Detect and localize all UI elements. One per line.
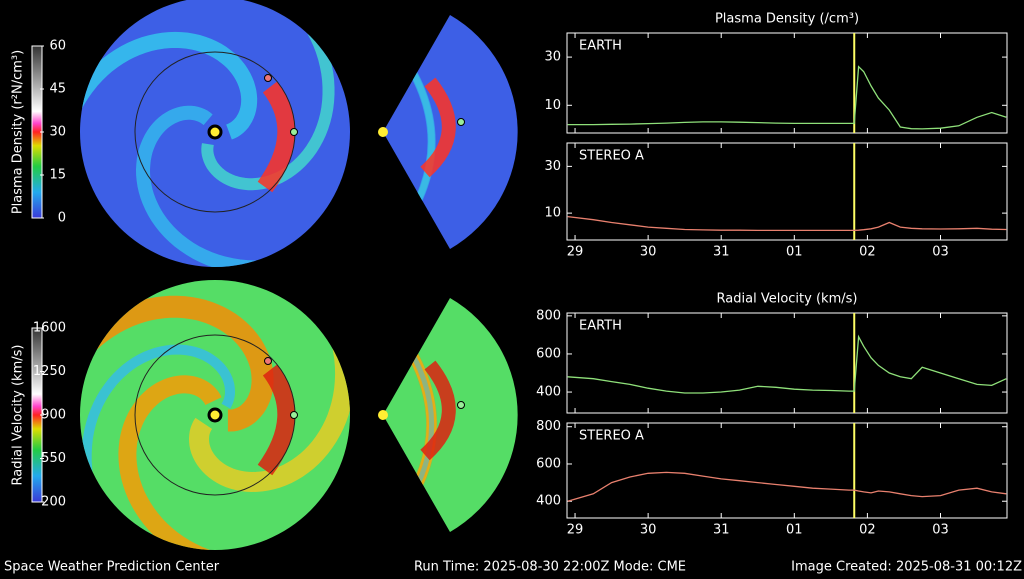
sun: [378, 127, 388, 137]
cme-front: [257, 81, 296, 193]
y-tick-label: 30: [544, 159, 561, 174]
earth: [457, 118, 465, 126]
colorbar-tick-label: 1600: [33, 321, 66, 336]
x-tick-label: 30: [640, 523, 657, 538]
x-tick-label: 29: [567, 523, 584, 538]
colorbar-tick-label: 550: [41, 451, 66, 466]
x-tick-label: 02: [859, 523, 876, 538]
series-line: [567, 471, 1007, 502]
colorbar-tick-label: 45: [49, 82, 66, 97]
spiral-arm: [182, 0, 335, 191]
x-tick-label: 29: [567, 245, 584, 260]
spiral-arm: [80, 31, 258, 254]
y-tick-label: 10: [544, 206, 561, 221]
y-tick-label: 30: [544, 50, 561, 65]
cme-front: [420, 77, 456, 178]
earth: [290, 411, 298, 419]
x-tick-label: 03: [932, 523, 949, 538]
earth: [290, 128, 298, 136]
x-tick-label: 31: [713, 523, 730, 538]
sun: [378, 410, 388, 420]
x-tick-label: 30: [640, 245, 657, 260]
y-tick-label: 10: [544, 98, 561, 113]
y-tick-label: 400: [536, 385, 561, 400]
cme-front: [420, 360, 456, 461]
spiral-arm: [118, 375, 350, 550]
series-label: STEREO A: [579, 149, 644, 164]
series-line: [567, 334, 1007, 394]
plot-frame: [566, 312, 1008, 414]
colorbar-label: Radial Velocity (km/s): [11, 345, 26, 486]
y-tick-label: 600: [536, 346, 561, 361]
colorbar-tick-label: 1250: [33, 364, 66, 379]
colorbar-tick-label: 15: [49, 168, 66, 183]
earth: [457, 401, 465, 409]
x-tick-label: 31: [713, 245, 730, 260]
spiral-arm: [80, 295, 274, 471]
colorbar-tick-label: 900: [41, 408, 66, 423]
x-tick-label: 01: [786, 245, 803, 260]
y-tick-label: 800: [536, 308, 561, 323]
series-label: EARTH: [579, 39, 622, 54]
cme-front: [257, 364, 296, 476]
colorbar-tick-label: 30: [49, 125, 66, 140]
footer-center: Run Time: 2025-08-30 22:00Z Mode: CME: [414, 560, 686, 575]
x-tick-label: 02: [859, 245, 876, 260]
y-tick-label: 600: [536, 456, 561, 471]
plot-frame: [566, 142, 1008, 241]
series-label: EARTH: [579, 319, 622, 334]
colorbar-label: Plasma Density (r²N/cm³): [11, 50, 26, 214]
footer-right: Image Created: 2025-08-31 00:12Z: [791, 560, 1022, 575]
sun: [207, 407, 223, 423]
y-tick-label: 400: [536, 494, 561, 509]
series-label: STEREO A: [579, 429, 644, 444]
stereo-a: [264, 357, 272, 365]
y-tick-label: 800: [536, 419, 561, 434]
chart-title: Radial Velocity (km/s): [717, 292, 858, 307]
stereo-a: [264, 74, 272, 82]
plot-frame: [566, 32, 1008, 134]
model-views: [80, 0, 518, 550]
chart-title: Plasma Density (/cm³): [715, 12, 859, 27]
x-tick-label: 01: [786, 523, 803, 538]
colorbar-tick-label: 60: [49, 39, 66, 54]
colorbar-tick-label: 0: [58, 211, 66, 226]
series-line: [567, 65, 1007, 130]
footer-left: Space Weather Prediction Center: [4, 560, 220, 575]
sun: [207, 124, 223, 140]
series-line: [567, 215, 1007, 232]
x-tick-label: 03: [932, 245, 949, 260]
colorbar-tick-label: 200: [41, 495, 66, 510]
plot-frame: [566, 422, 1008, 519]
